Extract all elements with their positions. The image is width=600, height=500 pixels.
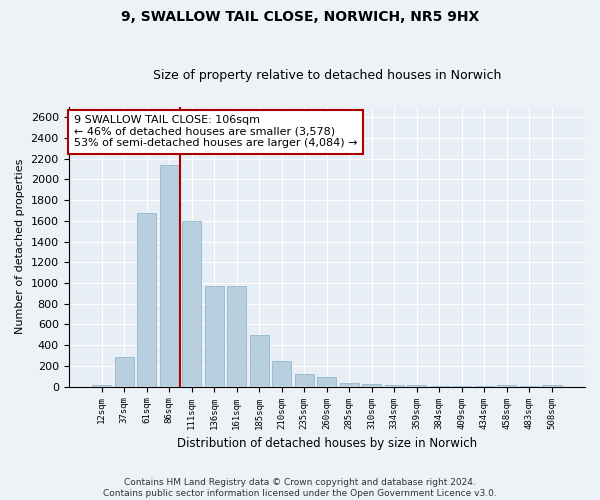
Bar [160,165,179,386]
Bar [340,382,359,386]
Text: Contains HM Land Registry data © Crown copyright and database right 2024.
Contai: Contains HM Land Registry data © Crown c… [103,478,497,498]
Bar [317,377,337,386]
Bar [115,356,134,386]
Y-axis label: Number of detached properties: Number of detached properties [15,159,25,334]
Bar [272,362,291,386]
Bar [92,384,111,386]
X-axis label: Distribution of detached houses by size in Norwich: Distribution of detached houses by size … [177,437,477,450]
Bar [137,212,156,386]
Bar [385,385,404,386]
Bar [295,374,314,386]
Title: Size of property relative to detached houses in Norwich: Size of property relative to detached ho… [152,69,501,82]
Bar [250,335,269,386]
Bar [227,286,246,386]
Bar [205,286,224,386]
Bar [182,221,201,386]
Text: 9 SWALLOW TAIL CLOSE: 106sqm
← 46% of detached houses are smaller (3,578)
53% of: 9 SWALLOW TAIL CLOSE: 106sqm ← 46% of de… [74,115,357,148]
Bar [362,384,382,386]
Text: 9, SWALLOW TAIL CLOSE, NORWICH, NR5 9HX: 9, SWALLOW TAIL CLOSE, NORWICH, NR5 9HX [121,10,479,24]
